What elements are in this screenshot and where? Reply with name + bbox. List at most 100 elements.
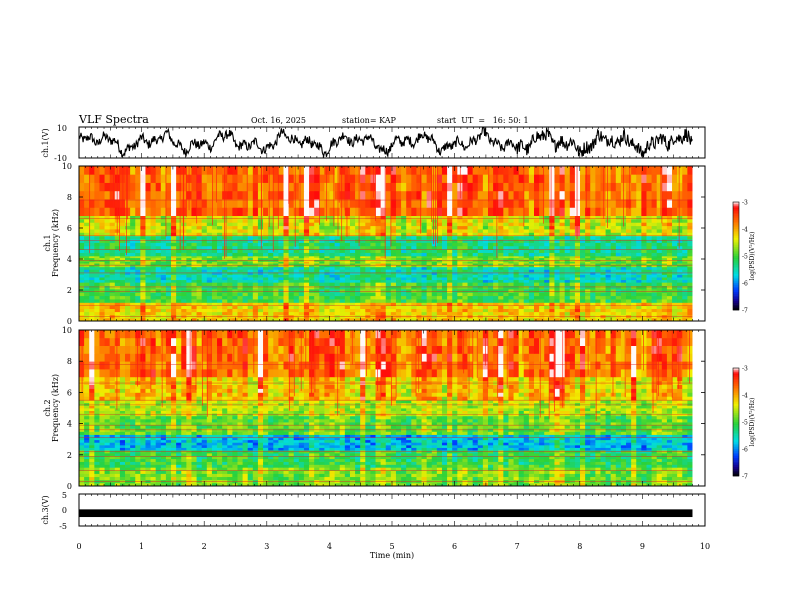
spectrogram-cell [666,317,673,322]
spectrogram-cell [171,252,177,257]
spectrogram-cell [355,292,361,297]
spectrogram-cell [498,190,504,200]
spectrogram-cell [426,271,433,275]
spectrogram-cell [257,269,264,273]
spectrogram-cell [303,257,310,260]
spectrogram-cell [293,285,300,290]
spectrogram-cell [140,266,146,270]
spectrogram-cell [135,285,141,290]
spectrogram-cell [544,257,550,260]
spectrogram-cell [94,299,100,303]
spectrogram-cell [672,308,678,313]
spectrogram-cell [360,295,366,300]
spectrogram-cell [298,288,305,293]
spectrogram-cell [682,182,688,192]
spectrogram-cell [365,266,371,270]
spectrogram-cell [160,232,167,237]
spectrogram-cell [590,274,596,278]
spectrogram-cell [303,269,310,273]
spectrogram-cell [452,302,458,306]
spectrogram-cell [677,257,683,260]
spectrogram-cell [278,190,284,200]
spectrogram-cell [319,166,325,175]
spectrogram-cell [94,271,100,275]
spectrogram-cell [370,261,376,264]
spectrogram-cell [196,277,203,281]
spectrogram-cell [498,288,504,293]
spectrogram-cell [247,245,254,250]
spectrogram-cell [493,264,499,268]
spectrogram-cell [303,166,310,175]
spectrogram-cell [309,242,315,247]
spectrogram-cell [94,274,100,278]
spectrogram-cell [605,299,612,303]
spectrogram-cell [155,263,162,266]
spectrogram-cell [339,218,346,223]
spectrogram-cell [263,242,269,247]
spectrogram-cell [201,308,208,313]
spectrogram-cell [431,239,438,243]
spectrogram-cell [293,190,300,200]
spectrogram-cell [503,174,509,183]
spectrogram-cell [171,292,177,297]
spectrogram-cell [661,261,668,264]
spectrogram-cell [314,285,320,290]
spectrogram-cell [247,255,254,259]
spectrogram-cell [309,263,315,266]
spectrogram-cell [130,239,136,243]
spectrogram-cell [605,239,612,243]
spectrogram-cell [370,288,376,293]
spectrogram-cell [452,245,458,250]
spectrogram-cell [564,190,571,200]
spectrogram-cell [247,317,254,322]
spectrogram-cell [206,229,213,233]
spectrogram-cell [196,215,203,220]
spectrogram-cell [416,207,422,216]
spectrogram-cell [426,207,433,216]
spectrogram-cell [564,222,571,227]
spectrogram-cell [656,229,663,233]
spectrogram-cell [89,279,95,283]
spectrogram-cell [631,182,637,192]
spectrogram-cell [457,235,463,240]
spectrogram-cell [661,229,668,233]
spectrogram-cell [574,308,581,313]
spectrogram-cell [263,199,269,208]
spectrogram-cell [344,239,351,243]
spectrogram-cell [130,207,136,216]
spectrogram-cell [79,222,85,227]
spectrogram-cell [661,242,668,247]
spectrogram-cell [513,271,520,275]
spectrogram-cell [534,207,540,216]
spectrogram-cell [590,225,596,230]
spectrogram-cell [595,182,601,192]
spectrogram-cell [661,269,668,273]
spectrogram-cell [493,288,499,293]
spectrogram-cell [682,255,688,259]
spectrogram-cell [365,305,371,309]
spectrogram-cell [656,279,663,283]
spectrogram-cell [339,269,346,273]
spectrogram-cell [222,282,228,287]
spectrogram-cell [171,317,177,322]
spectrogram-cell [298,277,305,281]
spectrogram-cell [513,225,520,230]
spectrogram-cell [416,222,422,227]
spectrogram-cell [661,255,668,259]
spectrogram-cell [247,295,254,300]
spectrogram-cell [211,279,218,283]
spectrogram-cell [145,317,151,322]
spectrogram-cell [549,308,555,313]
spectrogram-cell [626,257,632,260]
spectrogram-cell [298,261,305,264]
spectrogram-cell [217,235,223,240]
spectrogram-cell [493,174,499,183]
spectrogram-cell [349,182,356,192]
spectrogram-cell [385,317,392,322]
spectrogram-cell [257,274,264,278]
spectrogram-cell [155,285,162,290]
spectrogram-cell [99,225,105,230]
spectrogram-cell [580,245,586,250]
spectrogram-cell [682,225,688,230]
spectrogram-cell [283,263,289,266]
